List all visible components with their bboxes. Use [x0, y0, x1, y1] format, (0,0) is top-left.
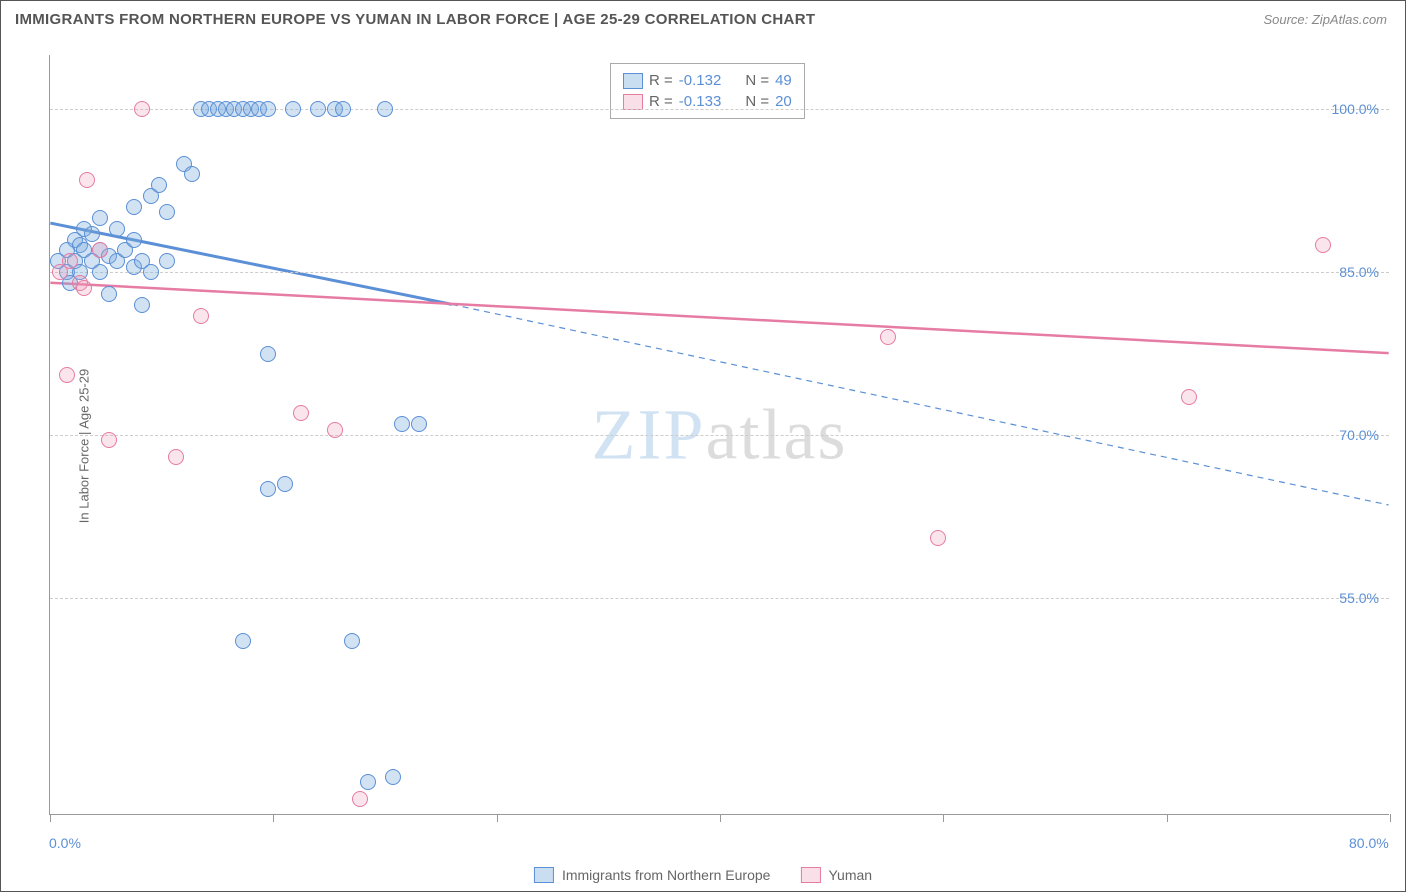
data-point	[151, 177, 167, 193]
chart-title: IMMIGRANTS FROM NORTHERN EUROPE VS YUMAN…	[15, 11, 815, 28]
legend-swatch	[623, 73, 643, 89]
data-point	[260, 481, 276, 497]
data-point	[360, 774, 376, 790]
legend-swatch	[800, 867, 820, 883]
x-tick-label: 80.0%	[1349, 835, 1389, 851]
data-point	[76, 280, 92, 296]
series-legend: Immigrants from Northern Europe Yuman	[534, 867, 872, 883]
source-attribution: Source: ZipAtlas.com	[1263, 12, 1387, 27]
data-point	[260, 101, 276, 117]
data-point	[310, 101, 326, 117]
legend-item: Immigrants from Northern Europe	[534, 867, 771, 883]
data-point	[159, 204, 175, 220]
data-point	[385, 769, 401, 785]
x-tick	[943, 814, 944, 822]
data-point	[352, 791, 368, 807]
plot-area: ZIPatlas R = -0.132 N = 49 R = -0.133 N = 2…	[49, 55, 1389, 815]
corr-n-value: 20	[775, 93, 792, 110]
trend-line-dashed	[452, 304, 1389, 505]
x-tick	[273, 814, 274, 822]
watermark-zip: ZIP	[592, 394, 706, 474]
header: IMMIGRANTS FROM NORTHERN EUROPE VS YUMAN…	[1, 1, 1405, 32]
y-tick-label: 100.0%	[1332, 101, 1379, 117]
data-point	[1181, 389, 1197, 405]
corr-r-label: R =	[649, 93, 673, 110]
data-point	[92, 242, 108, 258]
data-point	[92, 210, 108, 226]
y-tick-label: 70.0%	[1339, 427, 1379, 443]
legend-item: Yuman	[800, 867, 872, 883]
correlation-legend: R = -0.132 N = 49 R = -0.133 N = 20	[610, 63, 805, 119]
corr-r-value: -0.133	[679, 93, 722, 110]
data-point	[126, 232, 142, 248]
x-tick	[1390, 814, 1391, 822]
data-point	[335, 101, 351, 117]
watermark-atlas: atlas	[706, 394, 848, 474]
data-point	[126, 199, 142, 215]
data-point	[143, 264, 159, 280]
data-point	[159, 253, 175, 269]
corr-r-value: -0.132	[679, 72, 722, 89]
data-point	[277, 476, 293, 492]
legend-label: Immigrants from Northern Europe	[562, 867, 771, 883]
x-tick	[50, 814, 51, 822]
x-tick	[1167, 814, 1168, 822]
data-point	[84, 226, 100, 242]
data-point	[193, 308, 209, 324]
gridline	[50, 598, 1389, 599]
data-point	[394, 416, 410, 432]
data-point	[101, 286, 117, 302]
data-point	[1315, 237, 1331, 253]
data-point	[92, 264, 108, 280]
x-tick-label: 0.0%	[49, 835, 81, 851]
data-point	[168, 449, 184, 465]
y-tick-label: 85.0%	[1339, 264, 1379, 280]
data-point	[344, 633, 360, 649]
data-point	[59, 367, 75, 383]
data-point	[377, 101, 393, 117]
gridline	[50, 272, 1389, 273]
chart-container: IMMIGRANTS FROM NORTHERN EUROPE VS YUMAN…	[0, 0, 1406, 892]
data-point	[293, 405, 309, 421]
corr-n-label: N =	[745, 93, 769, 110]
legend-label: Yuman	[828, 867, 872, 883]
data-point	[79, 172, 95, 188]
x-tick	[720, 814, 721, 822]
data-point	[411, 416, 427, 432]
legend-swatch	[623, 94, 643, 110]
data-point	[62, 253, 78, 269]
data-point	[235, 633, 251, 649]
data-point	[109, 221, 125, 237]
data-point	[930, 530, 946, 546]
trend-line-solid	[50, 283, 1388, 353]
data-point	[880, 329, 896, 345]
y-tick-label: 55.0%	[1339, 590, 1379, 606]
data-point	[134, 101, 150, 117]
data-point	[184, 166, 200, 182]
corr-n-label: N =	[745, 72, 769, 89]
data-point	[101, 432, 117, 448]
data-point	[285, 101, 301, 117]
data-point	[327, 422, 343, 438]
x-tick	[497, 814, 498, 822]
corr-r-label: R =	[649, 72, 673, 89]
data-point	[134, 297, 150, 313]
corr-n-value: 49	[775, 72, 792, 89]
corr-legend-row: R = -0.132 N = 49	[623, 70, 792, 91]
gridline	[50, 435, 1389, 436]
legend-swatch	[534, 867, 554, 883]
data-point	[260, 346, 276, 362]
